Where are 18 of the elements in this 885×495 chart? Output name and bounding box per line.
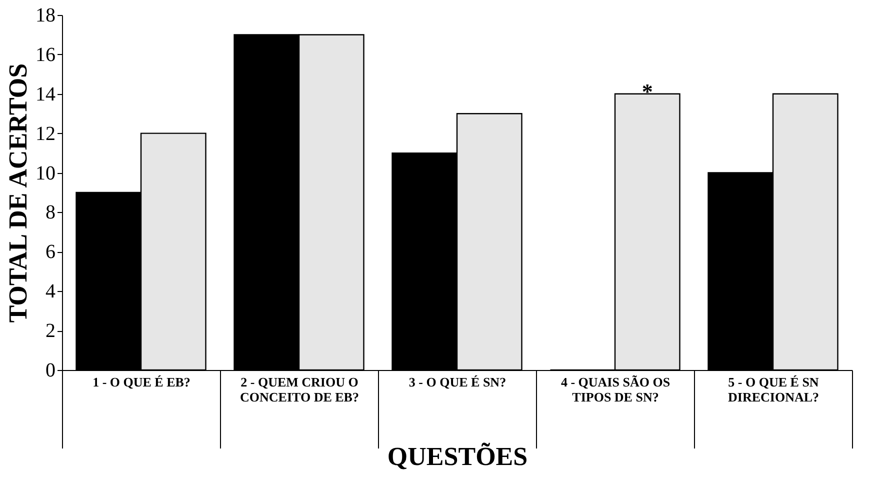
y-tick-label: 2 <box>46 320 56 342</box>
y-tick-label: 4 <box>46 280 56 303</box>
y-tick-label: 10 <box>36 162 56 184</box>
annotation: * <box>642 78 653 104</box>
y-tick-label: 14 <box>36 83 56 106</box>
y-axis-title: TOTAL DE ACERTOS <box>4 63 32 323</box>
y-tick-label: 12 <box>36 122 56 145</box>
y-tick-label: 8 <box>46 202 56 224</box>
y-tick-label: 16 <box>36 44 56 66</box>
x-tick-label: 1 - O QUE É EB? <box>92 374 190 390</box>
x-tick-label: 2 - QUEM CRIOU O CONCEITO DE EB? <box>240 374 359 404</box>
x-axis-title: QUESTÕES <box>387 442 528 471</box>
x-tick-label: 4 - QUAIS SÃO OS TIPOS DE SN? <box>560 374 670 404</box>
x-tick-label: 3 - O QUE É SN? <box>408 374 506 390</box>
y-tick-label: 6 <box>46 241 56 264</box>
x-tick-label: 5 - O QUE É SN DIRECIONAL? <box>728 374 820 404</box>
y-tick-label: 18 <box>36 4 56 26</box>
y-tick-label: 0 <box>46 360 56 382</box>
